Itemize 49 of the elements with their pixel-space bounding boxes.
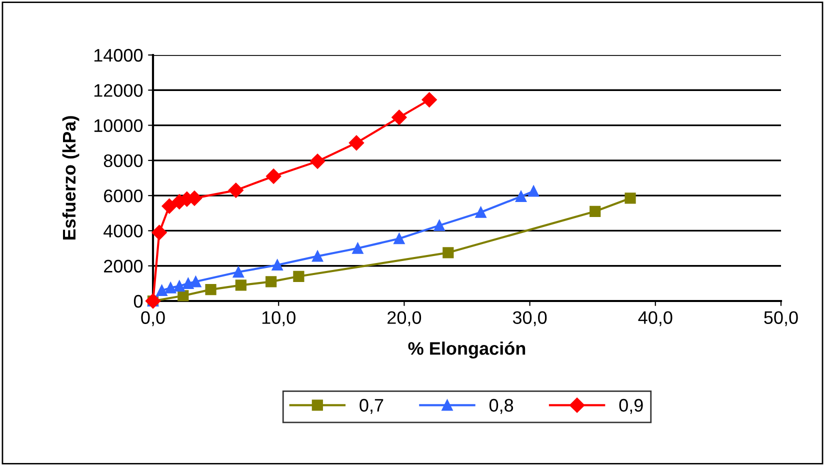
- y-axis-title: Esfuerzo (kPa): [62, 116, 80, 240]
- point: [442, 247, 454, 258]
- point: [178, 290, 189, 302]
- point: [174, 280, 185, 292]
- point: [475, 206, 486, 218]
- x-axis-title: % Elongación: [408, 341, 526, 359]
- point: [205, 284, 216, 296]
- x-tick-label: 10,0: [262, 311, 296, 326]
- y-tick-label: 8000: [104, 154, 143, 168]
- x-tick-label: 40,0: [638, 311, 672, 326]
- x-tick-label: 30,0: [512, 311, 547, 326]
- point: [152, 224, 167, 240]
- x-tick-label: 50,0: [764, 311, 798, 326]
- point: [590, 206, 601, 217]
- point: [165, 282, 176, 294]
- y-tick-label: 0: [134, 294, 143, 308]
- point: [348, 135, 364, 150]
- y-tick-label: 10000: [94, 119, 143, 132]
- point: [182, 278, 194, 289]
- y-tick-label: 12000: [94, 84, 143, 97]
- y-tick-label: 14000: [94, 48, 143, 62]
- point: [392, 110, 407, 125]
- y-tick-label: 2000: [104, 260, 143, 273]
- point: [394, 233, 405, 244]
- point: [272, 259, 283, 271]
- x-tick-label: 20,0: [388, 311, 422, 326]
- point: [310, 154, 326, 169]
- point: [266, 276, 277, 288]
- point: [232, 266, 244, 278]
- legend-label: 0,7: [360, 398, 384, 414]
- point: [528, 186, 540, 197]
- point: [293, 270, 304, 282]
- legend-label: 0,9: [619, 398, 643, 414]
- point: [515, 190, 527, 202]
- point: [422, 92, 437, 108]
- point: [156, 284, 168, 296]
- legend-label: 0,8: [489, 398, 514, 414]
- point: [235, 280, 246, 291]
- y-tick-label: 6000: [104, 190, 143, 202]
- point: [312, 250, 324, 262]
- point: [162, 198, 177, 214]
- point: [434, 220, 445, 231]
- point: [190, 276, 202, 288]
- x-tick-label: 0,0: [141, 311, 165, 326]
- point: [266, 168, 282, 184]
- point: [624, 192, 636, 204]
- y-tick-label: 4000: [104, 224, 143, 238]
- point: [228, 182, 244, 198]
- point: [352, 242, 364, 254]
